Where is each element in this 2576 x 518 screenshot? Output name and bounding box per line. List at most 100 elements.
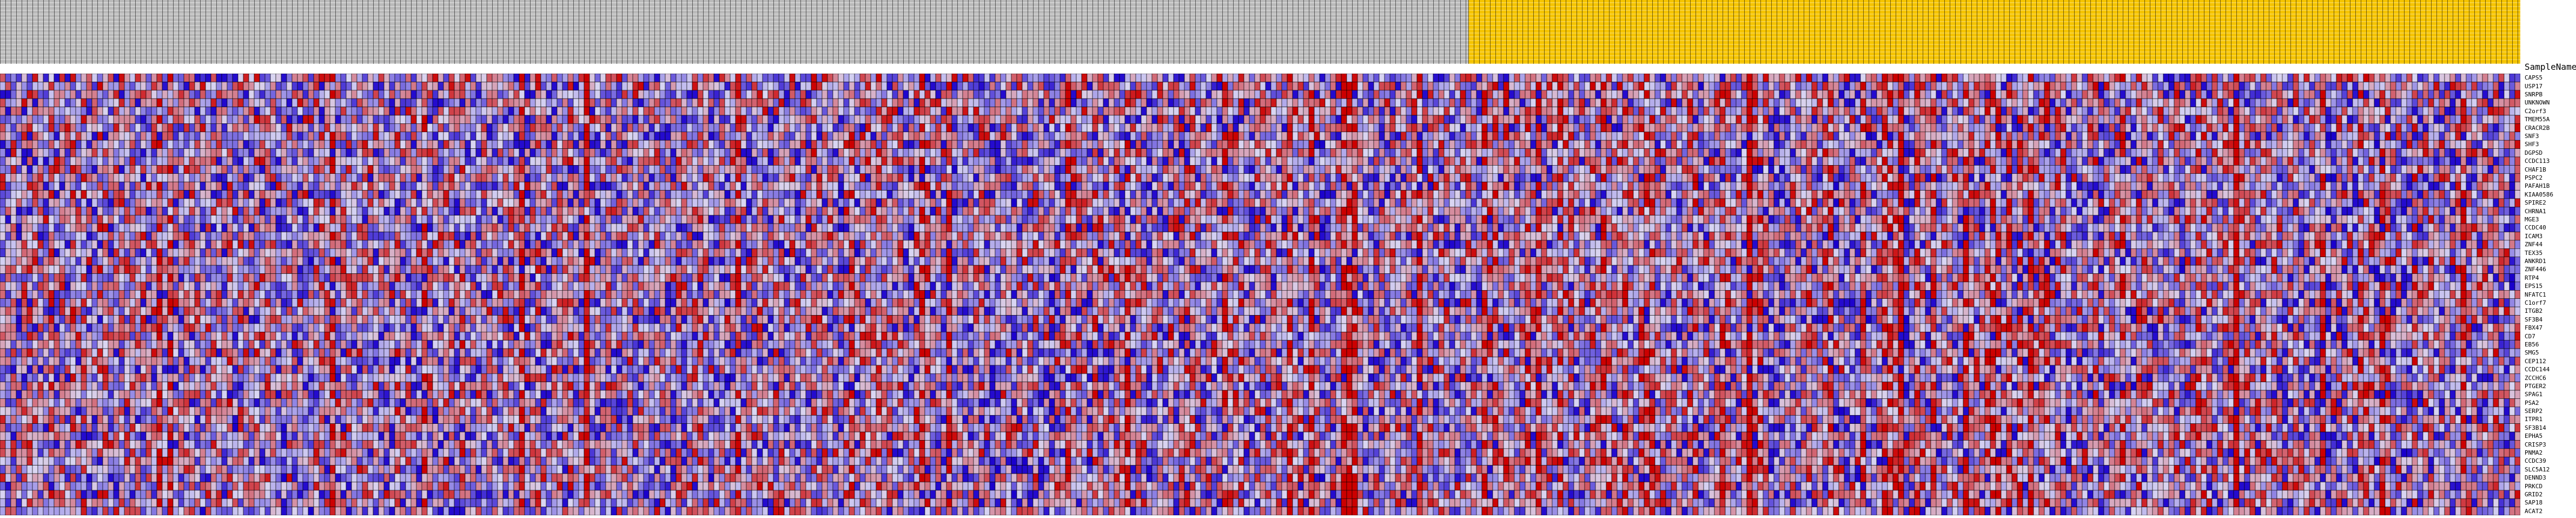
heatmap-cell — [1525, 99, 1531, 107]
heatmap-cell — [297, 90, 303, 99]
heatmap-cell — [43, 90, 49, 99]
heatmap-cell — [1574, 99, 1579, 107]
heatmap-cell — [644, 74, 649, 82]
heatmap-cell — [2120, 90, 2125, 99]
heatmap-cell — [1844, 90, 1850, 99]
heatmap-cell — [2136, 90, 2142, 99]
heatmap-cell — [1038, 74, 1044, 82]
heatmap-cell — [1017, 74, 1022, 82]
heatmap-cell — [173, 74, 178, 82]
heatmap-cell — [557, 82, 562, 90]
heatmap-cell — [2304, 82, 2309, 90]
heatmap-cell — [368, 74, 373, 82]
heatmap-cell — [1103, 99, 1109, 107]
heatmap-cell — [2326, 90, 2331, 99]
heatmap-cell — [1347, 90, 1352, 99]
heatmap-cell — [1092, 90, 1098, 99]
heatmap-cell — [2007, 82, 2012, 90]
heatmap-cell — [2255, 74, 2261, 82]
heatmap-cell — [719, 90, 725, 99]
heatmap-cell — [81, 74, 87, 82]
heatmap-cell — [173, 90, 178, 99]
heatmap-cell — [124, 74, 130, 82]
heatmap-cell — [1325, 90, 1330, 99]
heatmap-cell — [903, 99, 909, 107]
heatmap-cell — [2028, 82, 2034, 90]
heatmap-cell — [395, 74, 400, 82]
heatmap-cell — [882, 99, 887, 107]
heatmap-cell — [411, 99, 416, 107]
heatmap-cell — [1547, 90, 1552, 99]
heatmap-cell — [65, 90, 70, 99]
heatmap-cell — [1909, 90, 1915, 99]
heatmap-cell — [600, 82, 606, 90]
heatmap-cell — [1184, 99, 1190, 107]
heatmap-cell — [1120, 90, 1125, 99]
heatmap-cell — [892, 82, 898, 90]
heatmap-cell — [714, 74, 719, 82]
heatmap-cell — [297, 82, 303, 90]
heatmap-cell — [2093, 90, 2098, 99]
heatmap-cell — [1417, 90, 1422, 99]
heatmap-cell — [838, 90, 844, 99]
heatmap-cell — [2071, 90, 2077, 99]
heatmap-cell — [654, 99, 660, 107]
heatmap-cell — [1368, 82, 1374, 90]
heatmap-cell — [1687, 99, 1693, 107]
heatmap-cell — [151, 82, 157, 90]
heatmap-cell — [790, 90, 795, 99]
heatmap-cell — [141, 90, 146, 99]
heatmap-cell — [2272, 74, 2277, 82]
heatmap-cell — [535, 82, 541, 90]
heatmap-cell — [184, 82, 189, 90]
heatmap-cell — [1498, 74, 1504, 82]
heatmap-cell — [135, 99, 141, 107]
heatmap-cell — [1860, 99, 1866, 107]
heatmap-cell — [1747, 74, 1752, 82]
heatmap-cell — [1644, 99, 1650, 107]
heatmap-cell — [1601, 99, 1606, 107]
heatmap-cell — [1493, 74, 1498, 82]
heatmap-cell — [1806, 82, 1812, 90]
heatmap-cell — [227, 74, 233, 82]
heatmap-cell — [1065, 74, 1071, 82]
heatmap-cell — [1114, 90, 1120, 99]
heatmap-cell — [1033, 82, 1038, 90]
heatmap-cell — [1455, 74, 1460, 82]
heatmap-cell — [1157, 74, 1163, 82]
heatmap-cell — [59, 90, 65, 99]
heatmap-cell — [1055, 90, 1060, 99]
heatmap-cell — [1255, 74, 1260, 82]
heatmap-cell — [2034, 90, 2039, 99]
heatmap-cell — [552, 74, 557, 82]
heatmap-cell — [2363, 90, 2369, 99]
heatmap-cell — [681, 74, 687, 82]
heatmap-cell — [2461, 82, 2466, 90]
heatmap-cell — [303, 74, 308, 82]
heatmap-cell — [827, 99, 833, 107]
heatmap-cell — [530, 74, 535, 82]
heatmap-cell — [811, 99, 817, 107]
heatmap-cell — [1022, 99, 1028, 107]
heatmap-cell — [119, 99, 124, 107]
heatmap-cell — [330, 99, 335, 107]
heatmap-cell — [1666, 74, 1671, 82]
heatmap-cell — [395, 82, 400, 90]
heatmap-cell — [2169, 74, 2174, 82]
heatmap-cell — [2390, 90, 2396, 99]
heatmap-cell — [1774, 90, 1779, 99]
heatmap-cell — [1422, 99, 1428, 107]
heatmap-cell — [1298, 99, 1303, 107]
heatmap-cell — [346, 90, 352, 99]
heatmap-cell — [2396, 82, 2401, 90]
heatmap-cell — [297, 99, 303, 107]
heatmap-cell — [1709, 99, 1714, 107]
heatmap-cell — [822, 99, 827, 107]
heatmap-cell — [1211, 82, 1217, 90]
heatmap-cell — [2320, 82, 2326, 90]
heatmap-cell — [2477, 74, 2482, 82]
heatmap-cell — [2288, 90, 2293, 99]
heatmap-cell — [76, 90, 81, 99]
heatmap-cell — [1276, 90, 1282, 99]
heatmap-cell — [573, 90, 579, 99]
